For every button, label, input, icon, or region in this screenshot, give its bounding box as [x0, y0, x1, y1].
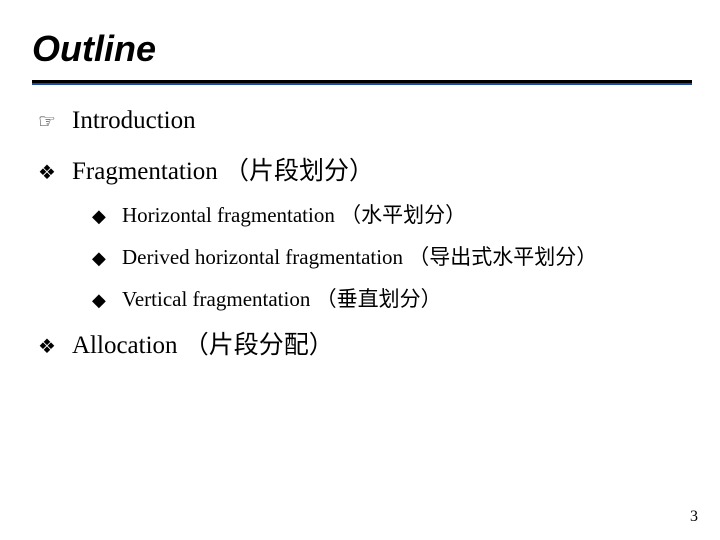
outline-subitem: ◆ Horizontal fragmentation （水平划分）	[92, 199, 688, 229]
pointer-icon: ☞	[38, 112, 72, 132]
dot-icon: ◆	[92, 248, 122, 269]
diamond-icon: ❖	[38, 337, 72, 357]
slide: Outline ☞ Introduction ❖ Fragmentation （…	[0, 0, 720, 540]
title-rule	[32, 80, 692, 85]
outline-item-label: Allocation （片段分配）	[72, 325, 334, 361]
outline-subitem-label: Horizontal fragmentation （水平划分）	[122, 199, 466, 229]
outline-item: ❖ Allocation （片段分配）	[38, 325, 688, 361]
dot-icon: ◆	[92, 206, 122, 227]
rule-bottom	[32, 83, 692, 85]
outline-item-label: Introduction	[72, 107, 196, 135]
outline-subitem-label: Derived horizontal fragmentation （导出式水平划…	[122, 241, 597, 271]
outline-subitem: ◆ Derived horizontal fragmentation （导出式水…	[92, 241, 688, 271]
dot-icon: ◆	[92, 290, 122, 311]
page-number: 3	[690, 508, 698, 526]
outline-sublist: ◆ Horizontal fragmentation （水平划分） ◆ Deri…	[92, 199, 688, 313]
outline-item: ☞ Introduction	[38, 107, 688, 135]
outline-content: ☞ Introduction ❖ Fragmentation （片段划分） ◆ …	[38, 107, 688, 361]
outline-item-label: Fragmentation （片段划分）	[72, 151, 374, 187]
diamond-icon: ❖	[38, 163, 72, 183]
slide-title: Outline	[32, 28, 688, 70]
outline-subitem: ◆ Vertical fragmentation （垂直划分）	[92, 283, 688, 313]
outline-item: ❖ Fragmentation （片段划分）	[38, 151, 688, 187]
outline-subitem-label: Vertical fragmentation （垂直划分）	[122, 283, 442, 313]
